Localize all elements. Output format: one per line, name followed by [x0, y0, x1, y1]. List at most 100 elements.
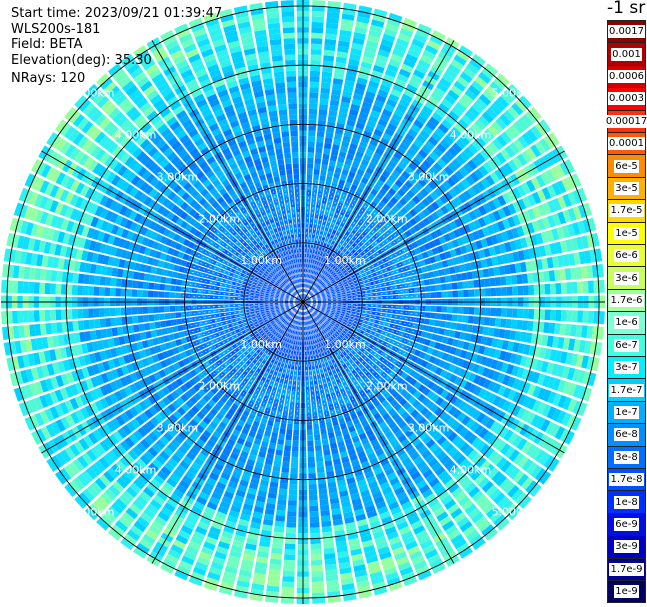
ppi-bin: [403, 88, 415, 99]
ppi-bin: [591, 357, 600, 372]
ppi-bin: [546, 257, 554, 269]
ppi-bin: [379, 263, 386, 270]
ppi-bin: [577, 204, 587, 219]
ppi-bin: [487, 327, 495, 337]
ppi-bin: [481, 367, 490, 378]
ppi-bin: [408, 162, 418, 172]
ppi-bin: [88, 308, 94, 318]
ppi-bin: [319, 504, 330, 511]
ppi-bin: [594, 342, 603, 356]
ppi-bin: [422, 49, 436, 60]
ppi-bin: [365, 90, 376, 99]
ppi-bin: [382, 272, 390, 278]
ppi-bin: [332, 304, 339, 307]
ppi-bin: [461, 178, 471, 189]
ppi-bin: [516, 367, 525, 379]
ppi-bin: [324, 226, 330, 233]
ppi-bin: [493, 77, 507, 90]
ppi-bin: [517, 198, 527, 211]
ppi-bin: [158, 306, 165, 313]
ppi-bin: [470, 241, 478, 251]
ppi-bin: [425, 362, 433, 371]
ppi-bin: [449, 249, 457, 258]
ppi-bin: [273, 526, 285, 533]
ppi-bin: [336, 51, 348, 59]
ppi-bin: [485, 418, 496, 430]
ppi-bin: [333, 302, 339, 305]
ppi-bin: [364, 328, 371, 334]
ppi-bin: [473, 316, 480, 325]
ppi-bin: [448, 266, 456, 275]
ppi-bin: [564, 159, 575, 174]
ppi-bin: [284, 543, 296, 550]
ppi-bin: [439, 343, 447, 352]
ppi-bin: [556, 180, 567, 194]
ppi-bin: [88, 319, 96, 330]
ppi-bin: [429, 319, 436, 326]
ppi-bin: [426, 347, 434, 355]
ppi-bin: [429, 151, 440, 162]
ppi-bin: [382, 33, 396, 43]
ppi-bin: [468, 307, 475, 315]
ppi-bin: [484, 307, 491, 316]
ppi-bin: [434, 367, 443, 376]
ppi-bin: [575, 266, 583, 280]
ppi-bin: [332, 83, 343, 91]
ppi-bin: [354, 26, 368, 35]
ppi-bin: [372, 104, 383, 114]
ppi-bin: [474, 168, 485, 180]
ppi-bin: [566, 414, 577, 429]
ppi-bin: [435, 208, 445, 218]
ppi-bin: [517, 212, 526, 224]
ppi-bin: [1, 311, 8, 325]
ppi-bin: [328, 110, 338, 118]
ppi-bin: [286, 423, 293, 430]
ppi-bin: [329, 105, 339, 112]
ppi-bin: [525, 332, 533, 344]
ppi-bin: [305, 298, 311, 301]
ppi-bin: [571, 281, 578, 294]
ppi-bin: [364, 310, 371, 315]
ppi-bin: [517, 455, 529, 469]
ppi-bin: [551, 182, 562, 196]
ppi-bin: [461, 272, 468, 281]
ppi-bin: [492, 395, 502, 407]
ppi-bin: [467, 143, 479, 155]
ppi-bin: [370, 288, 376, 293]
ppi-bin: [392, 309, 399, 315]
ppi-bin: [170, 319, 177, 326]
ppi-bin: [540, 360, 549, 373]
ppi-bin: [483, 247, 491, 258]
ppi-bin: [487, 267, 495, 277]
ppi-bin: [425, 233, 433, 242]
ppi-bin: [153, 306, 160, 314]
ppi-bin: [283, 554, 296, 561]
ppi-bin: [50, 322, 58, 334]
ppi-bin: [502, 374, 511, 386]
ppi-bin: [564, 430, 575, 445]
ppi-bin: [308, 494, 318, 501]
ppi-bin: [407, 128, 418, 138]
ppi-bin: [403, 17, 418, 28]
ppi-bin: [407, 176, 417, 185]
ppi-bin: [528, 308, 535, 320]
ppi-bin: [325, 176, 333, 183]
ppi-bin: [491, 155, 502, 167]
ppi-bin: [147, 306, 154, 314]
ppi-bin: [326, 11, 340, 19]
ppi-bin: [292, 440, 299, 447]
ppi-bin: [404, 392, 413, 401]
ppi-bin: [367, 264, 375, 270]
ppi-bin: [77, 308, 84, 319]
ppi-bin: [350, 137, 360, 146]
ppi-bin: [381, 304, 388, 309]
ppi-bin: [560, 282, 567, 295]
ppi-bin: [311, 234, 316, 241]
ppi-bin: [315, 368, 320, 375]
ppi-bin: [305, 302, 312, 305]
ppi-bin: [291, 445, 299, 452]
ppi-bin: [324, 137, 333, 144]
ppi-bin: [406, 189, 416, 199]
ppi-bin: [584, 340, 592, 354]
ppi-bin: [549, 309, 556, 321]
